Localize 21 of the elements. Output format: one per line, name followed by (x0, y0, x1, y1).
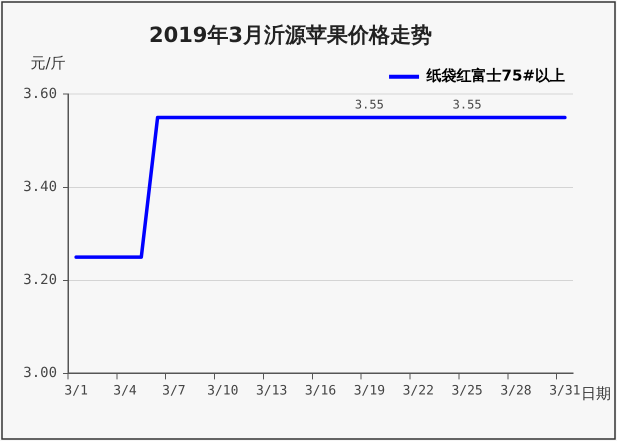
x-tick-label: 3/13 (256, 384, 288, 399)
chart-title: 2019年3月沂源苹果价格走势 (148, 23, 432, 48)
x-tick-label: 3/22 (402, 384, 434, 399)
x-tick-label: 3/16 (304, 384, 336, 399)
y-tick-label: 3.60 (23, 86, 57, 102)
x-tick-label: 3/4 (113, 384, 137, 399)
x-tick-label: 3/19 (354, 384, 386, 399)
y-tick-label: 3.20 (23, 272, 57, 288)
x-tick-label: 3/1 (64, 384, 88, 399)
y-tick-label: 3.00 (23, 365, 57, 382)
y-axis-title: 元/斤 (30, 54, 66, 72)
x-tick-label: 3/10 (207, 384, 238, 399)
legend-label: 纸袋红富士75#以上 (426, 66, 566, 85)
x-tick-label: 3/7 (162, 384, 186, 399)
x-tick-label: 3/31 (549, 384, 581, 399)
x-tick-label: 3/25 (451, 384, 483, 399)
y-tick-label: 3.40 (23, 178, 57, 195)
x-axis-title: 日期 (581, 384, 611, 402)
x-tick-label: 3/28 (500, 384, 532, 399)
data-label: 3.55 (452, 98, 482, 112)
data-label: 3.55 (354, 98, 384, 112)
